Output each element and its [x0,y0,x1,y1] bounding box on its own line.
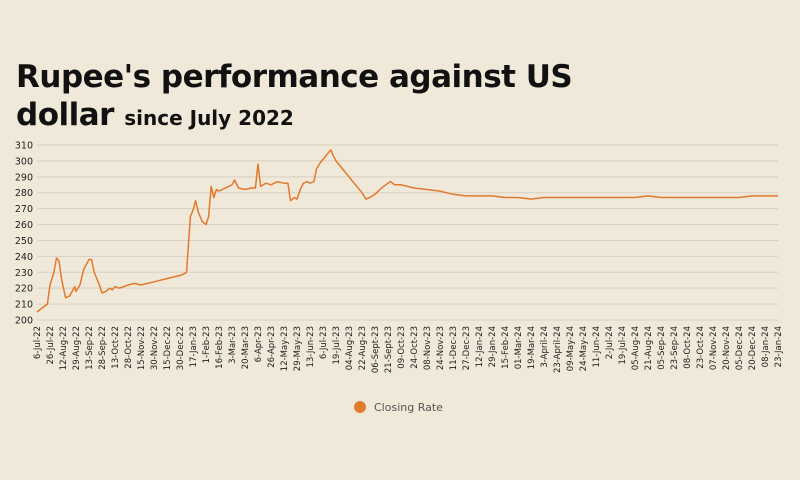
x-tick-label: 15-Nov-22 [137,326,147,370]
x-tick-label: 01-Mar-24 [514,326,524,369]
x-tick-label: 09-May-24 [566,326,576,371]
x-tick-label: 1-Feb-23 [202,326,212,363]
x-tick-label: 21-Aug-24 [644,326,654,370]
x-tick-label: 27-Dec-23 [462,326,472,370]
chart-title: Rupee's performance against US dollar si… [16,58,576,137]
x-tick-label: 17-Jan-23 [189,326,199,367]
x-tick-label: 2-Jul-24 [605,326,615,359]
x-tick-label: 26-Jul-22 [46,326,56,365]
x-tick-label: 24-Oct-23 [410,326,420,369]
legend-swatch [354,401,366,413]
x-tick-label: 11-Jun-24 [592,326,602,368]
x-tick-label: 08-Oct-24 [683,326,693,369]
y-tick-label: 220 [15,284,33,295]
x-tick-label: 05-Sep-24 [657,326,667,370]
y-tick-label: 230 [15,268,33,279]
x-tick-label: 6-Apr-23 [254,326,264,362]
x-tick-label: 08-Nov-23 [423,326,433,370]
chart-title-main: Rupee's performance against US dollar [16,59,573,133]
x-tick-label: 3-April-24 [540,326,550,368]
x-tick-label: 21-Sept-23 [384,326,394,373]
y-tick-label: 260 [15,220,33,231]
x-tick-label: 13-Jun-23 [306,326,316,368]
x-tick-label: 6-Jul-23 [319,326,329,359]
series-line-closing-rate [36,149,778,313]
legend-label: Closing Rate [374,401,443,414]
y-tick-label: 300 [15,156,33,167]
chart-title-sub: since July 2022 [124,106,294,130]
x-tick-label: 19-Mar-24 [527,326,537,369]
x-tick-label: 05-Dec-24 [735,326,745,370]
x-tick-label: 29-Jan-24 [488,326,498,367]
x-tick-label: 24-May-24 [579,326,589,371]
x-tick-label: 23-Oct-24 [696,326,706,369]
x-tick-label: 29-May-23 [293,326,303,371]
x-tick-label: 13-Oct-22 [111,326,121,369]
x-tick-label: 23-April-24 [553,326,563,373]
x-tick-label: 12-Aug-22 [59,326,69,370]
x-tick-label: 28-Oct-22 [124,326,134,369]
y-tick-label: 240 [15,252,33,263]
x-tick-label: 12-Jan-24 [475,326,485,367]
x-tick-label: 16-Feb-23 [215,326,225,369]
x-tick-label: 29-Aug-22 [72,326,82,370]
y-tick-label: 290 [15,172,33,183]
x-tick-label: 30-Dec-22 [176,326,186,370]
x-tick-label: 19-Jul-24 [618,326,628,365]
x-tick-label: 12-May-23 [280,326,290,371]
x-tick-label: 22-Aug-23 [358,326,368,370]
x-tick-label: 09-Oct-23 [397,326,407,369]
x-tick-label: 15-Dec-22 [163,326,173,370]
x-tick-label: 20-Nov-24 [722,326,732,370]
y-tick-label: 210 [15,300,33,311]
x-tick-label: 11-Dec-23 [449,326,459,370]
x-tick-label: 19-Jul-23 [332,326,342,365]
x-tick-label: 05-Aug-24 [631,326,641,370]
y-tick-label: 310 [15,141,33,152]
x-tick-label: 3-Mar-23 [228,326,238,364]
y-tick-label: 280 [15,188,33,199]
x-tick-label: 20-Mar-23 [241,326,251,369]
y-tick-label: 250 [15,236,33,247]
x-tick-label: 08-Jan-24 [761,326,771,367]
x-tick-label: 26-Apr-23 [267,326,277,368]
x-tick-label: 13-Sep-22 [85,326,95,370]
y-tick-label: 270 [15,204,33,215]
x-tick-label: 28-Sep-22 [98,326,108,370]
x-tick-label: 24-Nov-23 [436,326,446,370]
x-tick-label: 6-Jul-22 [33,326,43,359]
x-tick-label: 23-Jan-24 [774,326,784,367]
x-tick-label: 06-Sept-23 [371,326,381,373]
x-tick-label: 20-Dec-24 [748,326,758,370]
x-tick-label: 15-Feb-24 [501,326,511,369]
x-tick-label: 07-Nov-24 [709,326,719,370]
y-tick-label: 200 [15,316,33,327]
x-tick-label: 30-Nov-22 [150,326,160,370]
x-tick-label: 04-Aug-23 [345,326,355,370]
x-tick-label: 23-Sep-24 [670,326,680,370]
